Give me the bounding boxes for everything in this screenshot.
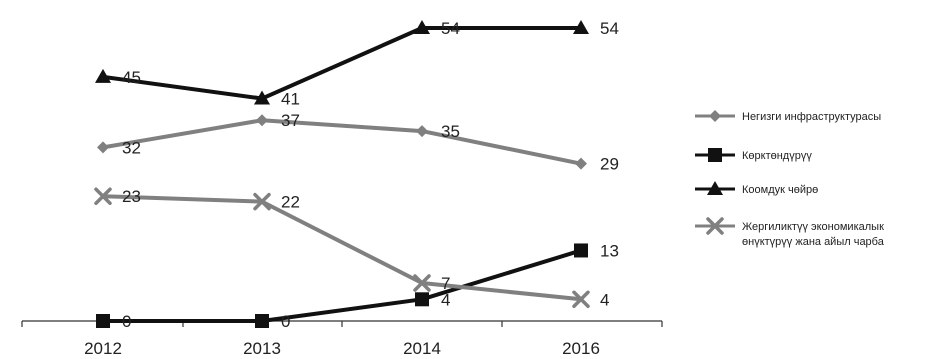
series-0-point (416, 125, 428, 138)
series-1-point (574, 243, 588, 258)
series-3-point (572, 290, 590, 309)
series-2-point (95, 68, 111, 83)
data-label: 54 (441, 19, 460, 38)
series-0-point (256, 114, 268, 127)
data-label: 32 (122, 138, 141, 157)
legend-label: өнүктүрүү жана айыл чарба (742, 236, 885, 248)
x-tick-label: 2016 (562, 339, 600, 358)
data-label: 41 (281, 90, 300, 109)
legend: Негизги инфраструктурасы Көрктөндүрүү Коом… (695, 110, 885, 248)
data-label: 45 (122, 68, 141, 87)
data-label: 54 (600, 19, 619, 38)
series-3-point (253, 192, 271, 211)
data-label: 7 (441, 274, 450, 293)
series-1-point (255, 314, 269, 328)
legend-label: Көрктөндүрүү (742, 150, 812, 162)
data-label: 22 (281, 193, 300, 212)
data-label: 29 (600, 155, 619, 174)
series-0-point (97, 141, 109, 154)
series-line-1 (103, 248, 582, 323)
series-2-point (414, 20, 430, 34)
series-2-point (254, 90, 270, 105)
data-label: 37 (281, 111, 300, 130)
series-line-2 (102, 26, 581, 101)
data-label: 0 (281, 312, 290, 331)
legend-marker (708, 148, 722, 162)
series-line-0 (102, 118, 582, 166)
series-3-point (94, 187, 112, 205)
legend-marker (706, 217, 724, 235)
data-label: 4 (600, 290, 609, 309)
series-3-point (413, 274, 431, 292)
data-label: 35 (441, 122, 460, 141)
legend-marker (709, 110, 721, 122)
data-label: 0 (122, 312, 131, 331)
data-label: 4 (441, 290, 450, 309)
legend-marker (707, 181, 723, 195)
series-2-point (573, 20, 589, 34)
legend-label: Жергиликтүү экономикалык (742, 221, 884, 233)
data-label: 23 (122, 187, 141, 206)
series-1-point (415, 292, 429, 307)
x-tick-label: 2013 (243, 339, 281, 358)
x-axis: 2012 2013 2014 2016 (21, 320, 663, 358)
data-label: 13 (600, 241, 619, 260)
legend-label: Коомдук чөйрө (742, 184, 818, 196)
x-tick-label: 2014 (403, 339, 441, 358)
series-0-point (575, 157, 587, 170)
x-tick-label: 2012 (84, 339, 122, 358)
series-markers (94, 20, 590, 328)
legend-label: Негизги инфраструктурасы (742, 111, 881, 123)
series-line-3 (102, 194, 582, 302)
series-lines (102, 26, 582, 323)
series-1-point (96, 314, 110, 328)
